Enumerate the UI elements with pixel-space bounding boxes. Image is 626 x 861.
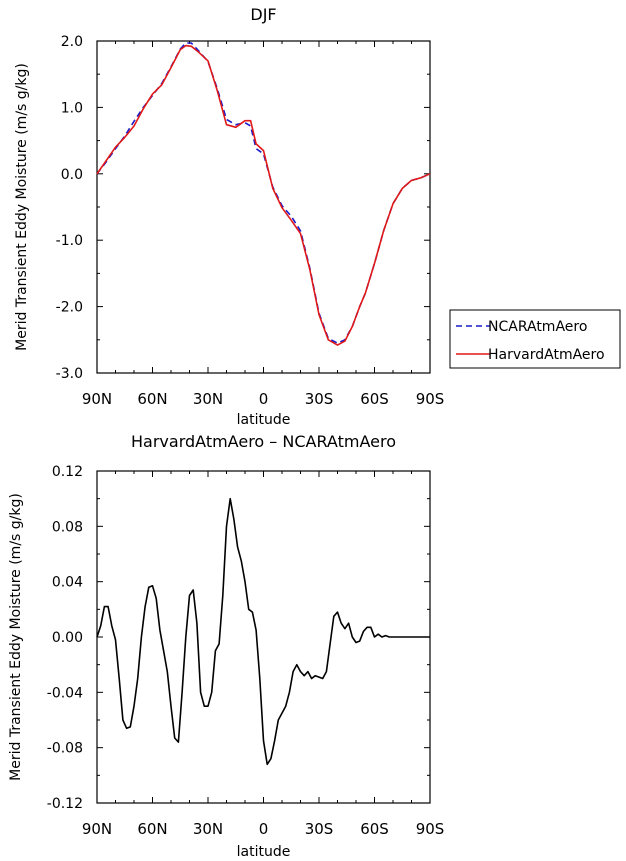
chart-title: HarvardAtmAero – NCARAtmAero xyxy=(131,432,396,451)
x-tick-label: 0 xyxy=(259,390,269,408)
y-tick-label: 0.12 xyxy=(52,464,83,480)
y-tick-label: -0.08 xyxy=(47,741,83,757)
y-axis-label: Merid Transient Eddy Moisture (m/s g/kg) xyxy=(14,63,30,351)
x-tick-label: 90N xyxy=(82,820,112,838)
legend-label: HarvardAtmAero xyxy=(488,347,605,363)
x-tick-label: 30S xyxy=(305,820,334,838)
y-axis-label: Merid Transient Eddy Moisture (m/s g/kg) xyxy=(8,493,24,781)
chart-top: DJF 90N 60N 30N 0 30S 60S 90S 2.0 1.0 0.0 -1.0 -2.0 -… xyxy=(14,5,621,428)
series-line-ncaratmaero xyxy=(96,42,431,344)
y-tick-label: 0.04 xyxy=(52,575,83,591)
y-tick-label: -3.0 xyxy=(56,366,83,382)
plot-frame xyxy=(96,470,431,804)
y-tick-label: -1.0 xyxy=(56,233,83,249)
x-tick-label: 90S xyxy=(416,820,445,838)
y-tick-label: 0.00 xyxy=(52,630,83,646)
x-tick-label: 60N xyxy=(137,820,167,838)
x-axis-label: latitude xyxy=(237,412,291,428)
series-line-harvardatmaero xyxy=(96,44,431,346)
y-tick-label: -0.04 xyxy=(47,685,83,701)
legend-box xyxy=(449,309,621,369)
x-tick-label: 0 xyxy=(259,820,269,838)
x-tick-label: 60N xyxy=(137,390,167,408)
y-tick-label: 1.0 xyxy=(61,100,83,116)
x-tick-label: 90S xyxy=(416,390,445,408)
chart-bottom: HarvardAtmAero – NCARAtmAero 90N 60N 30N 0 30… xyxy=(8,432,444,860)
x-tick-label: 60S xyxy=(360,820,389,838)
y-tick-label: 0.0 xyxy=(61,167,83,183)
x-tick-label: 60S xyxy=(360,390,389,408)
y-tick-label: -0.12 xyxy=(47,796,83,812)
plot-frame xyxy=(96,40,431,374)
x-axis-label: latitude xyxy=(237,844,291,860)
series-line-difference xyxy=(96,497,430,766)
chart-title: DJF xyxy=(250,5,276,24)
legend-label: NCARAtmAero xyxy=(488,319,587,335)
x-tick-label: 30S xyxy=(305,390,334,408)
y-tick-label: 2.0 xyxy=(61,34,83,50)
legend: NCARAtmAero HarvardAtmAero xyxy=(449,309,621,369)
x-tick-label: 90N xyxy=(82,390,112,408)
x-tick-label: 30N xyxy=(193,820,223,838)
y-tick-label: 0.08 xyxy=(52,519,83,535)
x-tick-label: 30N xyxy=(193,390,223,408)
y-tick-label: -2.0 xyxy=(56,300,83,316)
